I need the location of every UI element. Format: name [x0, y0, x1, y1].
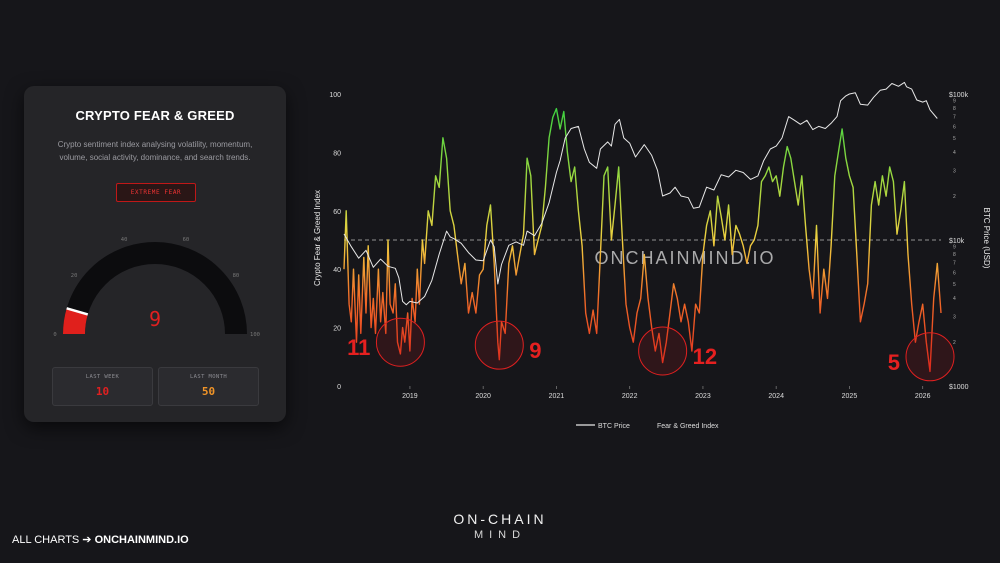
- y2-minor-tick-label: 6: [953, 270, 956, 276]
- y-tick-label: 20: [333, 326, 341, 333]
- fear-greed-line: [343, 107, 942, 373]
- y2-minor-tick-label: 7: [953, 261, 956, 267]
- x-tick-label: 2020: [475, 393, 491, 400]
- brand-logo: ON-CHAIN MIND: [0, 511, 1000, 541]
- watermark: ONCHAINMIND.IO: [595, 248, 776, 268]
- bottom-value-label: 5: [888, 350, 900, 375]
- gauge-tick-label: 20: [71, 273, 78, 279]
- footer-prefix: ALL CHARTS ➔: [12, 534, 95, 546]
- bottom-highlight-circle: [638, 326, 688, 376]
- gauge-needle: [66, 307, 89, 316]
- legend-price: BTC Price: [598, 423, 630, 430]
- y2-minor-tick-label: 8: [953, 252, 956, 258]
- card-title: CRYPTO FEAR & GREED: [75, 108, 235, 123]
- gauge-tick-label: 40: [121, 237, 128, 243]
- x-tick-label: 2019: [402, 393, 418, 400]
- y-axis-label: Crypto Fear & Greed Index: [313, 190, 322, 286]
- fear-greed-chart: ONCHAINMIND.IO 0 20 40 60 80 100 $1000 $10k $100…: [313, 81, 991, 430]
- last-week-value: 10: [95, 385, 110, 398]
- y2-minor-tick-label: 7: [953, 115, 956, 121]
- y2-minor-tick-label: 9: [953, 245, 956, 251]
- x-tick-label: 2025: [842, 393, 858, 400]
- y2-minor-tick-label: 2: [953, 340, 956, 346]
- footer-link[interactable]: ONCHAINMIND.IO: [94, 534, 189, 546]
- gauge-value: 9: [149, 307, 161, 331]
- last-month-value: 50: [201, 385, 216, 398]
- bottom-highlight-circle: [474, 320, 524, 370]
- y-tick-label: 80: [333, 150, 341, 157]
- legend-fg: Fear & Greed Index: [657, 423, 719, 430]
- y2-tick-label: $10k: [949, 238, 965, 245]
- last-week-stat: LAST WEEK 10: [52, 367, 153, 406]
- bottom-highlight-circle: [375, 317, 425, 367]
- y2-minor-tick-label: 3: [953, 314, 956, 320]
- y2-minor-tick-label: 5: [953, 282, 956, 288]
- bottom-highlight-circle: [905, 332, 955, 382]
- y2-minor-tick-label: 8: [953, 106, 956, 112]
- y2-tick-label: $1000: [949, 384, 969, 391]
- y2-axis-label: BTC Price (USD): [982, 208, 991, 269]
- last-month-stat: LAST MONTH 50: [158, 367, 259, 406]
- x-tick-label: 2023: [695, 393, 711, 400]
- x-tick-label: 2024: [768, 393, 784, 400]
- gauge-fill: [63, 308, 88, 335]
- last-week-label: LAST WEEK: [85, 374, 120, 380]
- sentiment-badge: EXTREME FEAR: [116, 183, 196, 202]
- gauge-track: [63, 242, 247, 335]
- logo-line1: ON-CHAIN: [453, 511, 547, 527]
- btc-price-line: [343, 81, 938, 306]
- gauge-tick-label: 60: [183, 237, 190, 243]
- y2-minor-tick-label: 3: [953, 168, 956, 174]
- card-description: Crypto sentiment index analysing volatil…: [57, 140, 253, 162]
- gauge-tick-label: 80: [233, 273, 240, 279]
- y-tick-label: 100: [329, 92, 341, 99]
- gauge: 0 20 40 60 80 100 9: [53, 237, 260, 338]
- y2-minor-tick-label: 4: [953, 150, 956, 156]
- y-tick-label: 60: [333, 209, 341, 216]
- gauge-tick-label: 0: [53, 332, 56, 338]
- bottom-value-label: 12: [693, 344, 717, 369]
- y-tick-label: 40: [333, 267, 341, 274]
- x-tick-label: 2022: [622, 393, 638, 400]
- chart-area: ONCHAINMIND.IO 0 20 40 60 80 100 $1000 $10k $100…: [300, 78, 1000, 450]
- footer-link-text[interactable]: ALL CHARTS ➔ ONCHAINMIND.IO: [12, 533, 189, 546]
- y2-minor-tick-label: 9: [953, 99, 956, 105]
- y-tick-label: 0: [337, 384, 341, 391]
- y2-minor-tick-label: 5: [953, 136, 956, 142]
- y2-minor-tick-label: 4: [953, 296, 956, 302]
- last-month-label: LAST MONTH: [189, 374, 228, 380]
- x-tick-label: 2021: [549, 393, 565, 400]
- logo-line2: MIND: [473, 529, 527, 541]
- bottom-value-label: 11: [347, 335, 370, 360]
- bottom-value-label: 9: [529, 338, 541, 363]
- y2-minor-tick-label: 6: [953, 124, 956, 130]
- gauge-tick-label: 100: [250, 332, 260, 338]
- y2-tick-label: $100k: [949, 92, 969, 99]
- y2-minor-tick-label: 2: [953, 194, 956, 200]
- fear-greed-card: CRYPTO FEAR & GREED Crypto sentiment ind…: [24, 86, 286, 422]
- x-tick-label: 2026: [915, 393, 931, 400]
